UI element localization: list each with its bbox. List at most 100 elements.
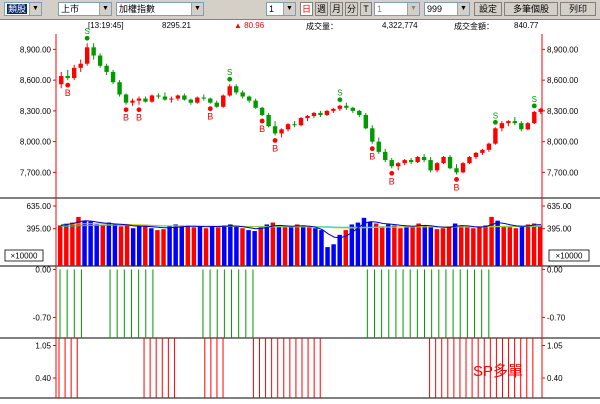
info-bar: [13:19:45] 8295.21 ▲ 80.96 成交量： 4,322,77… xyxy=(60,20,540,33)
page-input[interactable]: 1 ▼ xyxy=(374,2,420,16)
candle-down xyxy=(259,107,265,115)
candle-up xyxy=(227,86,232,96)
period-minute-button[interactable]: 分 xyxy=(345,2,358,16)
period-tick-button[interactable]: T xyxy=(360,2,372,16)
chevron-down-icon[interactable]: ▼ xyxy=(29,3,41,15)
price-tick-label-left: 8,600.00 xyxy=(20,76,52,85)
buy-signal-dot xyxy=(369,146,375,152)
candle-down xyxy=(253,100,258,108)
toolbar: 類股 ▼ 上市 ▼ 加權指數 ▼ 1 ▼ 日 週 月 分 T 1 ▼ 999 ▼ 設定 多筆… xyxy=(0,0,600,20)
period-day-button[interactable]: 日 xyxy=(300,2,313,16)
candle-up xyxy=(493,128,498,144)
price-tick-label-left: 7,700.00 xyxy=(20,168,52,177)
candle-down xyxy=(182,95,187,100)
volume-bar-up xyxy=(76,216,81,266)
volume-bar-down xyxy=(88,221,93,266)
chevron-down-icon[interactable]: ▼ xyxy=(191,3,203,15)
buy-signal-dot xyxy=(259,118,265,124)
amount-caption: 成交金額： xyxy=(454,22,494,31)
candle-up xyxy=(169,98,174,100)
candle-down xyxy=(65,76,70,79)
sell-signal-dot xyxy=(227,76,233,82)
multi-stock-button[interactable]: 多筆個股 xyxy=(504,2,558,16)
candle-down xyxy=(383,151,388,161)
signal2-tick-label-left: 1.05 xyxy=(35,342,51,351)
sell-signal-label: S xyxy=(532,95,537,104)
volume-bar-down xyxy=(167,226,172,266)
count-input[interactable]: 1 ▼ xyxy=(266,2,296,16)
volume-unit-box-left xyxy=(4,249,44,262)
volume-unit-box-right xyxy=(548,249,590,262)
price-tick-label-left: 8,900.00 xyxy=(20,45,52,54)
candle-up xyxy=(434,163,440,171)
volume-bar-down xyxy=(331,244,336,266)
volume-value: 4,322,774 xyxy=(382,21,418,30)
candle-down xyxy=(447,157,453,169)
volume-bar-down xyxy=(452,223,458,266)
volume-bar-up xyxy=(416,223,421,266)
signal2-tick-label-right: 0.40 xyxy=(547,374,563,383)
volume-bar-up xyxy=(64,223,69,266)
category-select-value: 類股 xyxy=(7,4,28,14)
price-tick-label-left: 8,300.00 xyxy=(20,107,52,116)
chevron-down-icon[interactable]: ▼ xyxy=(457,3,469,15)
volume-bar-down xyxy=(94,224,99,266)
volume-bar-down xyxy=(130,228,136,266)
volume-bar-up xyxy=(185,225,191,266)
period-month-button[interactable]: 月 xyxy=(330,2,343,16)
category-select[interactable]: 類股 ▼ xyxy=(4,2,42,16)
market-select-value: 上市 xyxy=(61,4,80,14)
volume-bar-down xyxy=(136,226,142,266)
buy-signal-dot xyxy=(272,138,278,143)
volume-bar-up xyxy=(307,227,312,266)
candle-down xyxy=(246,96,252,101)
volume-bar-up xyxy=(270,222,276,266)
candle-down xyxy=(156,95,161,97)
candle-down xyxy=(408,160,414,163)
bars-input[interactable]: 999 ▼ xyxy=(424,2,470,16)
chevron-down-icon[interactable]: ▼ xyxy=(283,3,295,15)
volume-bar-up xyxy=(161,229,166,266)
buy-signal-label: B xyxy=(369,152,375,162)
volume-tick-label-right: 635.00 xyxy=(547,202,572,211)
candle-up xyxy=(415,157,420,163)
candle-down xyxy=(97,55,103,66)
amount-value: 840.77 xyxy=(514,21,539,30)
settings-button[interactable]: 設定 xyxy=(474,2,502,16)
buy-signal-dot xyxy=(207,106,213,112)
candle-down xyxy=(110,71,116,83)
volume-bar-up xyxy=(446,226,452,266)
candle-up xyxy=(285,124,291,130)
period-week-button[interactable]: 週 xyxy=(315,2,328,16)
volume-bar-down xyxy=(349,224,355,266)
buy-signal-label: B xyxy=(454,182,460,192)
buy-signal-dot xyxy=(389,170,395,176)
candle-down xyxy=(512,121,518,124)
volume-bar-up xyxy=(118,226,124,266)
volume-bar-up xyxy=(379,226,385,266)
chevron-down-icon[interactable]: ▼ xyxy=(407,3,419,15)
candle-up xyxy=(460,163,466,173)
candle-up xyxy=(396,163,401,167)
price-tick-label-right: 8,900.00 xyxy=(547,45,579,54)
buy-signal-label: B xyxy=(272,143,278,153)
volume-bar-up xyxy=(124,225,130,266)
volume-bar-up xyxy=(440,228,446,266)
candle-down xyxy=(344,105,349,108)
buy-signal-dot xyxy=(454,177,459,182)
signal1-tick-label-left: -0.70 xyxy=(33,313,52,322)
candle-up xyxy=(78,63,83,68)
volume-bar-up xyxy=(392,225,397,266)
volume-bar-down xyxy=(209,226,215,266)
candle-up xyxy=(525,123,530,130)
change-label: ▲ 80.96 xyxy=(234,21,265,30)
volume-bar-down xyxy=(337,234,342,266)
candle-up xyxy=(506,121,511,124)
index-select[interactable]: 加權指數 ▼ xyxy=(116,2,204,16)
market-select[interactable]: 上市 ▼ xyxy=(58,2,112,16)
volume-bar-up xyxy=(215,227,221,266)
chevron-down-icon[interactable]: ▼ xyxy=(99,3,111,15)
candle-down xyxy=(376,141,381,152)
print-button[interactable]: 列印 xyxy=(560,2,596,16)
